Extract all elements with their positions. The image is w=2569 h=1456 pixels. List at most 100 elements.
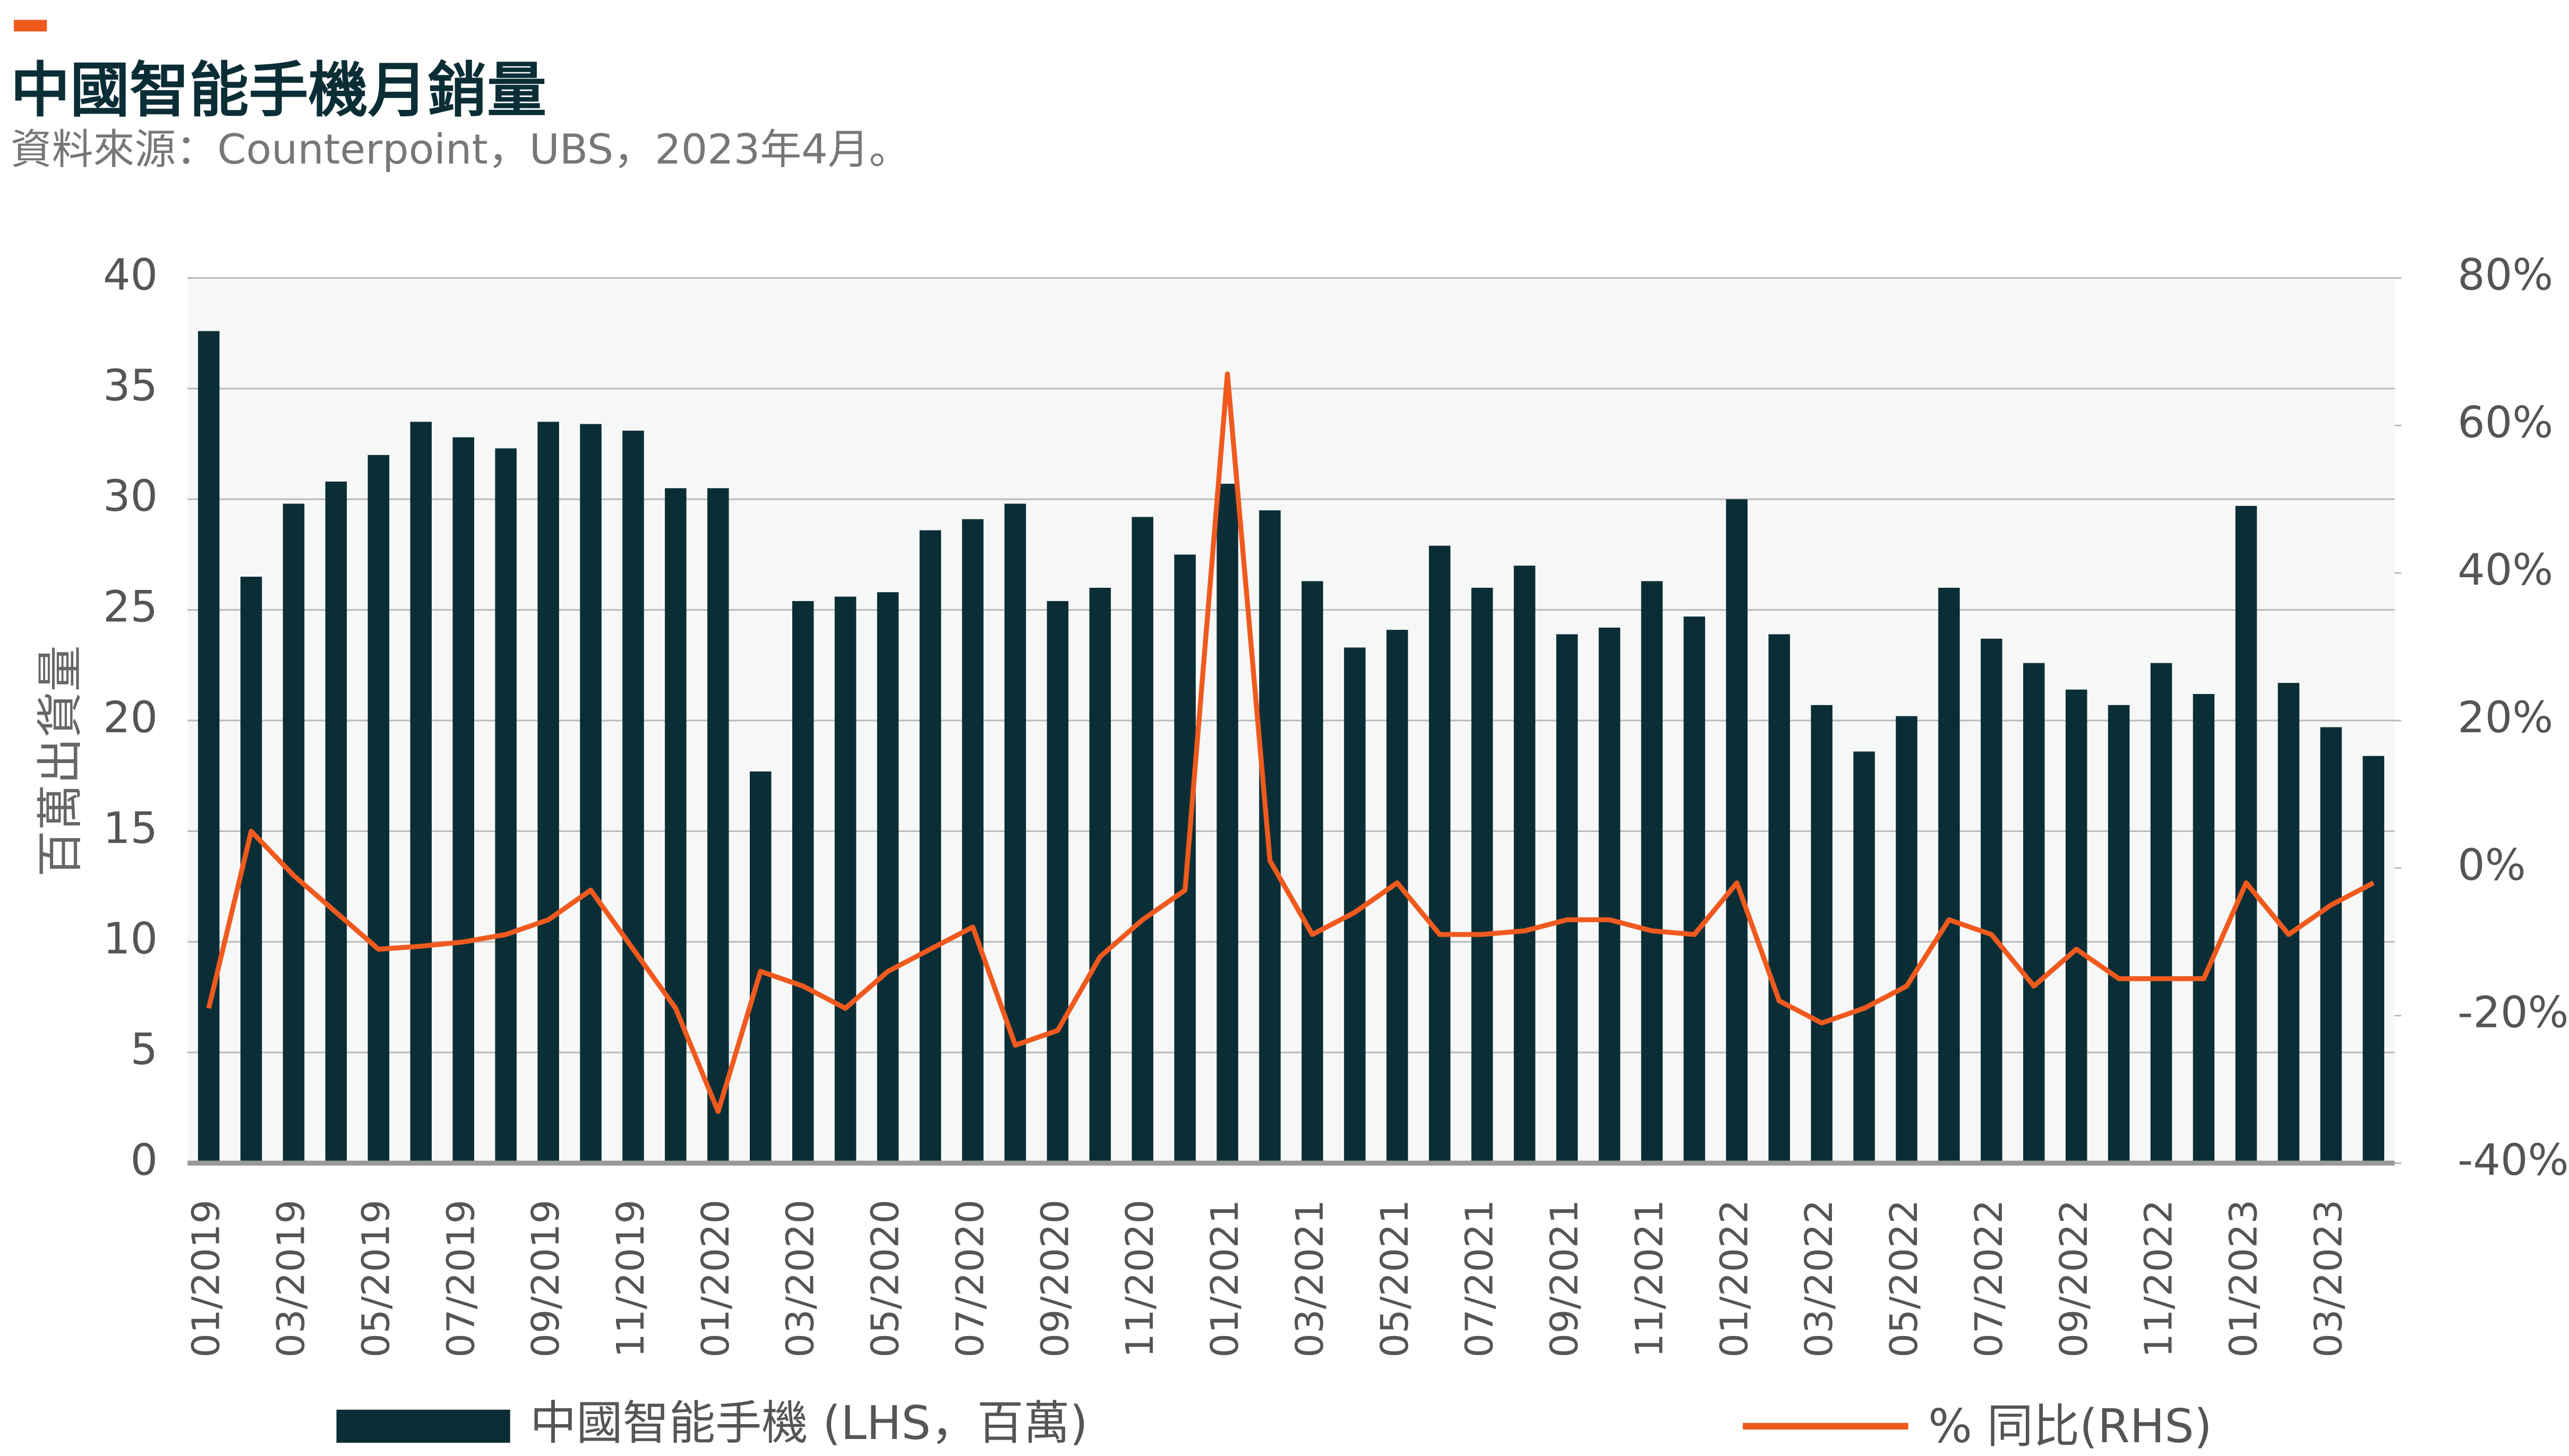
bar — [2066, 689, 2087, 1163]
x-tick-label: 05/2019 — [353, 1200, 398, 1358]
bar — [665, 488, 687, 1163]
y-tick-label: 0 — [131, 1135, 158, 1185]
bar — [2023, 663, 2045, 1163]
bar — [537, 422, 559, 1163]
bar — [1556, 634, 1578, 1163]
y2-tick-label: 20% — [2457, 693, 2553, 743]
x-tick-label: 09/2022 — [2051, 1200, 2096, 1358]
bar — [1938, 587, 1960, 1163]
x-tick-label: 03/2022 — [1796, 1200, 1841, 1358]
x-tick-label: 05/2020 — [863, 1200, 907, 1358]
bar — [1641, 581, 1663, 1163]
bar — [1386, 630, 1408, 1163]
y-tick-label: 40 — [103, 250, 158, 300]
x-tick-label: 09/2019 — [523, 1200, 568, 1358]
bar — [1683, 616, 1706, 1163]
bar — [1047, 601, 1069, 1163]
bar — [367, 455, 390, 1163]
bar — [1853, 751, 1875, 1163]
accent — [13, 20, 47, 32]
bar — [452, 437, 474, 1163]
bar — [2193, 693, 2215, 1163]
bar — [1981, 638, 2002, 1163]
bar — [962, 519, 984, 1163]
legend-label: 中國智能手機 (LHS，百萬) — [530, 1396, 1087, 1450]
line — [206, 371, 2375, 1114]
y2-tick-label: 60% — [2457, 398, 2553, 448]
bar — [1471, 587, 1493, 1163]
bar — [1089, 587, 1111, 1163]
bar — [2150, 663, 2172, 1163]
x-tick-label: 05/2021 — [1372, 1200, 1417, 1358]
x-tick-label: 05/2022 — [1881, 1200, 1926, 1358]
legend-label: % 同比(RHS) — [1928, 1399, 2212, 1453]
chart-title: 中國智能手機月銷量 — [11, 56, 546, 125]
bar — [282, 503, 305, 1163]
y-axis-label: 百萬出貨量 — [33, 645, 87, 877]
y2-tick-label: 80% — [2457, 250, 2553, 300]
x-tick-label: 11/2022 — [2136, 1200, 2181, 1358]
x-tick-label: 07/2019 — [438, 1200, 483, 1358]
bar — [1726, 499, 1748, 1163]
bar — [1174, 554, 1196, 1163]
bar — [877, 592, 899, 1163]
x-tick-label: 11/2019 — [608, 1200, 653, 1358]
bar — [919, 530, 941, 1163]
y-tick-label: 15 — [103, 803, 158, 853]
x-tick-label: 09/2020 — [1032, 1200, 1077, 1358]
bar — [1811, 705, 1832, 1163]
y-tick-label: 30 — [103, 472, 158, 521]
x-tick-label: 03/2019 — [269, 1200, 313, 1358]
y-tick-label: 5 — [131, 1025, 158, 1075]
bar — [1132, 517, 1153, 1163]
y2-tick-label: 0% — [2457, 841, 2526, 890]
y2-tick-label: -20% — [2457, 988, 2568, 1038]
x-tick-label: 03/2021 — [1287, 1200, 1332, 1358]
bar — [1301, 581, 1323, 1163]
x-tick-label: 01/2019 — [184, 1200, 228, 1358]
bar — [750, 771, 772, 1163]
bar — [1768, 634, 1790, 1163]
y-tick-label: 10 — [103, 914, 158, 964]
bar — [834, 596, 857, 1163]
bar — [1428, 545, 1451, 1163]
x-tick-label: 03/2020 — [778, 1200, 823, 1358]
x-tick-label: 01/2020 — [693, 1200, 738, 1358]
y-tick-label: 20 — [103, 693, 158, 743]
x-tick-label: 11/2020 — [1117, 1200, 1162, 1358]
y2-tick-label: -40% — [2457, 1135, 2568, 1185]
bar — [707, 488, 729, 1163]
bar — [2362, 756, 2385, 1163]
bar — [1896, 716, 1917, 1163]
x-tick-label: 07/2021 — [1457, 1200, 1502, 1358]
bar — [1217, 484, 1238, 1163]
bar — [325, 481, 347, 1163]
bar — [2320, 727, 2342, 1163]
y-tick-label: 35 — [103, 361, 158, 411]
subtitle: 資料來源：Counterpoint，UBS，2023年4月。 — [11, 126, 911, 174]
bar — [198, 331, 220, 1163]
bar — [2108, 705, 2130, 1163]
x-tick-label: 07/2022 — [1966, 1200, 2011, 1358]
y-tick-label: 25 — [103, 583, 158, 632]
bar — [495, 448, 517, 1163]
x-tick-label: 11/2021 — [1626, 1200, 1671, 1358]
x-tick-label: 01/2021 — [1202, 1200, 1247, 1358]
bar — [622, 431, 644, 1163]
x-tick-label: 01/2023 — [2221, 1200, 2266, 1358]
bar — [1513, 566, 1536, 1163]
legend-swatch — [336, 1409, 510, 1443]
x-tick-label: 09/2021 — [1542, 1200, 1587, 1358]
y2-tick-label: 40% — [2457, 545, 2553, 595]
x-tick-label: 07/2020 — [947, 1200, 992, 1358]
x-tick-label: 03/2023 — [2306, 1200, 2350, 1358]
bar — [1004, 503, 1026, 1163]
bar — [580, 424, 602, 1163]
bar — [410, 422, 432, 1163]
x-tick-label: 01/2022 — [1711, 1200, 1756, 1358]
bar — [792, 601, 814, 1163]
bar — [2235, 506, 2257, 1163]
bar — [1598, 627, 1621, 1163]
